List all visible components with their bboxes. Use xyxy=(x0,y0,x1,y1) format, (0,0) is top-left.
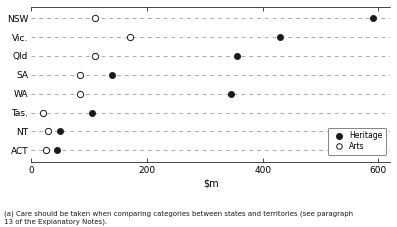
Text: (a) Care should be taken when comparing categories between states and territorie: (a) Care should be taken when comparing … xyxy=(4,211,353,225)
X-axis label: $m: $m xyxy=(203,178,218,188)
Legend: Heritage, Arts: Heritage, Arts xyxy=(328,128,386,155)
